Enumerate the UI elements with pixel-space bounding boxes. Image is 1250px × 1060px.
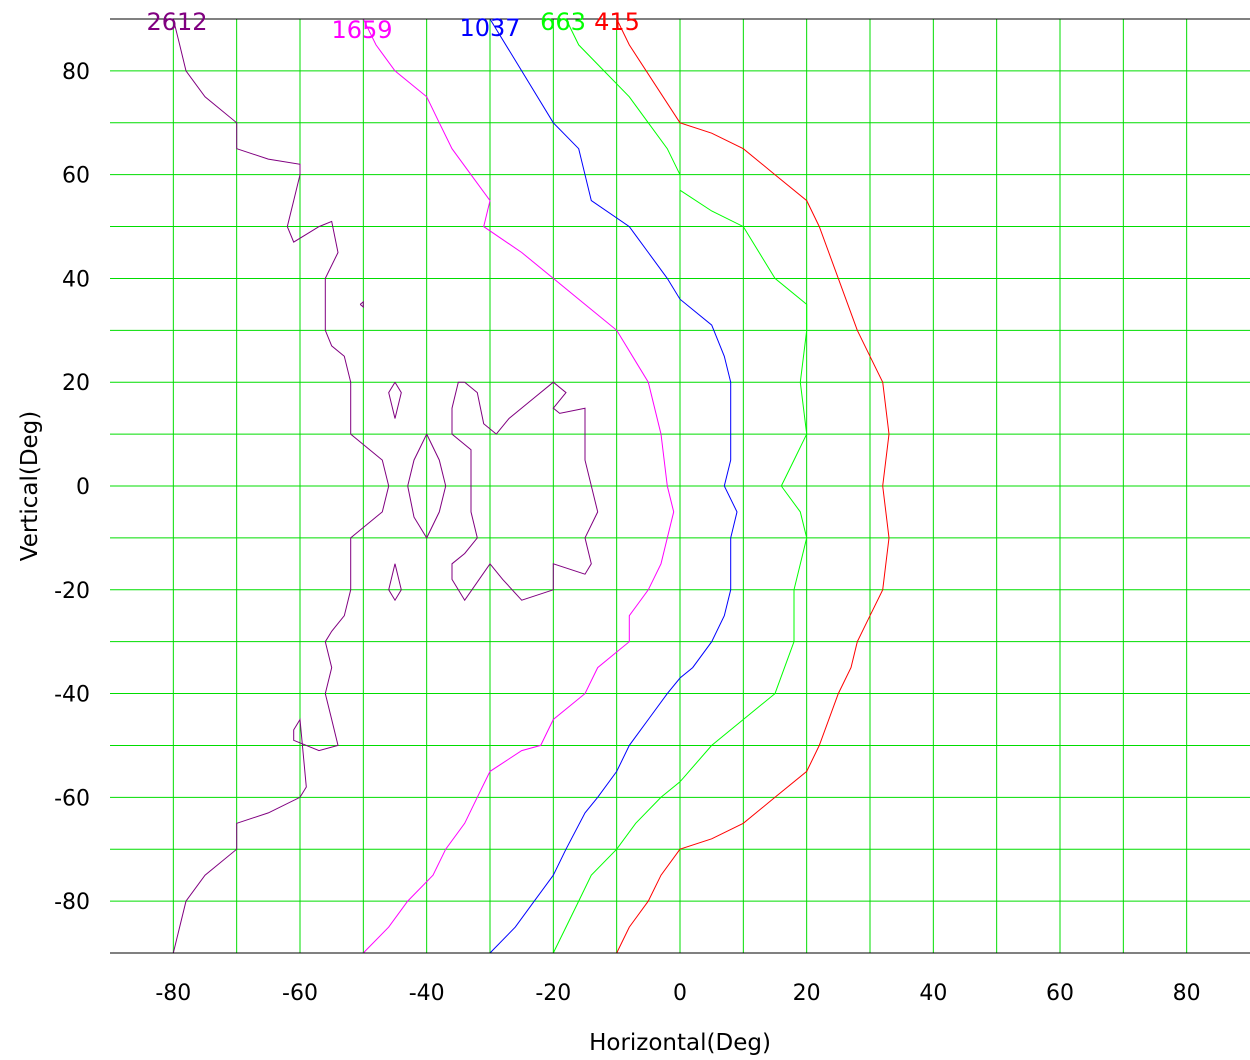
contour-label-2612: 2612 bbox=[146, 8, 207, 36]
x-tick-label: -20 bbox=[535, 981, 571, 1006]
contour-line-1037 bbox=[489, 18, 738, 954]
y-tick-labels: 80 60 40 20 0 -20 -40 -60 -80 bbox=[54, 60, 90, 915]
contour-value-labels: 2612 1659 1037 663 415 bbox=[146, 8, 639, 44]
x-tick-label: -40 bbox=[409, 981, 445, 1006]
y-tick-label: -60 bbox=[54, 786, 90, 811]
grid-lines bbox=[110, 19, 1250, 953]
contour-line-2612 bbox=[451, 381, 599, 602]
contour-lines bbox=[172, 18, 890, 954]
contour-label-415: 415 bbox=[594, 8, 640, 36]
y-tick-label: -20 bbox=[54, 579, 90, 604]
contour-line-415 bbox=[616, 18, 890, 954]
x-tick-label: -60 bbox=[282, 981, 318, 1006]
contour-line-1659 bbox=[362, 18, 675, 954]
x-tick-label: 20 bbox=[793, 981, 821, 1006]
y-tick-label: 40 bbox=[62, 267, 90, 292]
contour-label-1037: 1037 bbox=[459, 14, 520, 42]
x-tick-label: 0 bbox=[673, 981, 687, 1006]
contour-line-2612 bbox=[388, 381, 402, 419]
contour-line-2612 bbox=[388, 563, 402, 602]
y-axis-title: Vertical(Deg) bbox=[17, 411, 43, 562]
contour-line-2612 bbox=[172, 18, 390, 954]
x-tick-label: 40 bbox=[919, 981, 947, 1006]
contour-label-663: 663 bbox=[540, 8, 586, 36]
x-tick-label: 80 bbox=[1173, 981, 1201, 1006]
x-axis-title: Horizontal(Deg) bbox=[589, 1030, 771, 1056]
y-tick-label: -80 bbox=[54, 890, 90, 915]
y-tick-label: 20 bbox=[62, 371, 90, 396]
contour-label-1659: 1659 bbox=[331, 16, 392, 44]
plot-frame bbox=[110, 18, 1250, 954]
y-tick-label: 80 bbox=[62, 60, 90, 85]
contour-line-2612 bbox=[359, 300, 364, 309]
contour-line-2612 bbox=[407, 433, 447, 539]
x-tick-label: 60 bbox=[1046, 981, 1074, 1006]
x-tick-label: -80 bbox=[155, 981, 191, 1006]
y-tick-label: -40 bbox=[54, 683, 90, 708]
y-tick-label: 60 bbox=[62, 164, 90, 189]
y-tick-label: 0 bbox=[76, 475, 90, 500]
contour-line-663 bbox=[552, 18, 808, 954]
x-tick-labels: -80 -60 -40 -20 0 20 40 60 80 bbox=[155, 981, 1200, 1006]
